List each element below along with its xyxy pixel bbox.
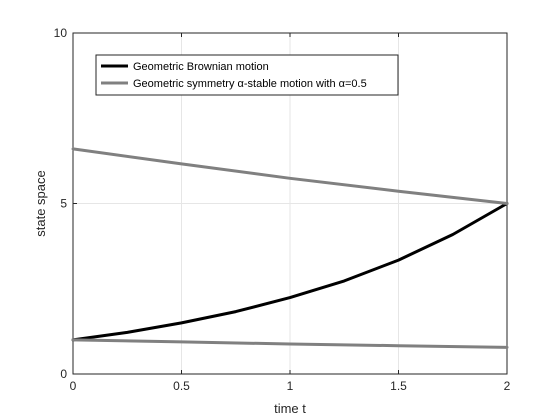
x-tick-label: 0.5 [173,379,190,393]
x-tick-label: 1 [287,379,294,393]
axis-ticks: 0 0.5 1 1.5 2 0 5 10 [54,26,511,393]
legend: Geometric Brownian motion Geometric symme… [95,54,399,96]
y-axis-label: state space [33,170,48,237]
y-tick-label: 10 [54,26,68,40]
y-tick-label: 5 [60,197,67,211]
x-tick-label: 2 [504,379,511,393]
x-tick-label: 1.5 [390,379,407,393]
series-line-2 [71,338,509,349]
x-axis-label: time t [274,401,306,416]
legend-entry-label: Geometric symmetry α-stable motion with … [133,78,367,90]
legend-box [95,54,399,96]
series-line-1 [71,147,509,205]
y-tick-label: 0 [60,367,67,381]
legend-entry-label: Geometric Brownian motion [133,61,269,73]
series-group [71,147,509,349]
series-line-0 [71,202,509,342]
x-tick-label: 0 [70,379,77,393]
